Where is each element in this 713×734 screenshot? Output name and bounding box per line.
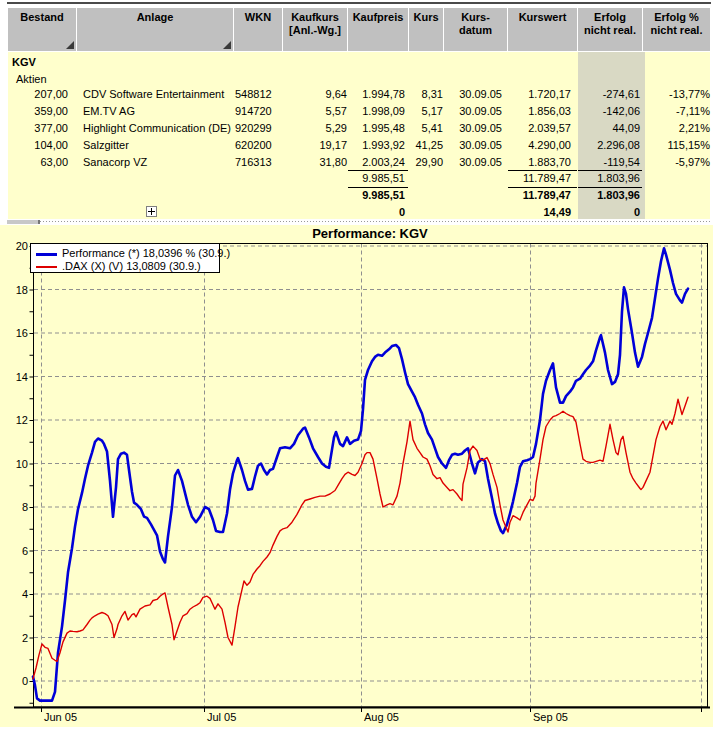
legend-entry-0: Performance (*) 18,0396 % (30.9.) <box>31 247 219 260</box>
y-axis-label: 10 <box>2 458 28 471</box>
performance-chart <box>0 0 713 734</box>
x-axis-label: Sep 05 <box>533 711 568 724</box>
series-line-1 <box>33 397 688 679</box>
y-axis-label: 16 <box>2 327 28 340</box>
y-axis-label: 20 <box>2 240 28 253</box>
portfolio-performance-panel: BestandAnlageWKNKaufkurs [Anl.-Wg.]Kaufp… <box>0 0 713 734</box>
y-axis-label: 12 <box>2 414 28 427</box>
y-axis-label: 4 <box>2 588 28 601</box>
x-axis-label: Jun 05 <box>44 711 77 724</box>
y-axis-label: 2 <box>2 632 28 645</box>
legend-label: .DAX (X) (V) 13,0809 (30.9.) <box>62 260 201 273</box>
y-axis-label: 18 <box>2 284 28 297</box>
y-axis-label: 14 <box>2 371 28 384</box>
legend-entry-1: .DAX (X) (V) 13,0809 (30.9.) <box>31 260 219 273</box>
legend-label: Performance (*) 18,0396 % (30.9.) <box>62 247 230 260</box>
chart-legend: Performance (*) 18,0396 % (30.9.).DAX (X… <box>30 243 220 273</box>
y-axis-label: 6 <box>2 545 28 558</box>
y-axis-label: 0 <box>2 675 28 688</box>
legend-line-sample <box>36 266 57 268</box>
legend-line-sample <box>36 253 57 256</box>
x-axis-label: Jul 05 <box>207 711 236 724</box>
x-axis-label: Aug 05 <box>364 711 399 724</box>
series-line-0 <box>33 248 688 700</box>
y-axis-label: 8 <box>2 501 28 514</box>
